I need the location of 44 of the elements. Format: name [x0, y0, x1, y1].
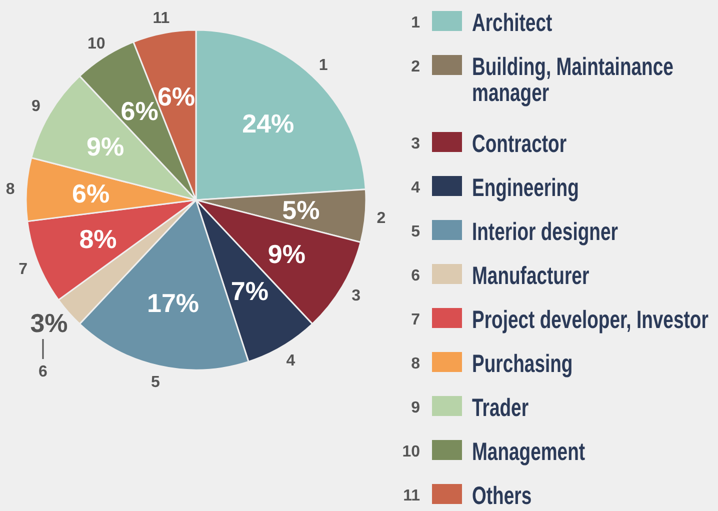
- data-label: 8%: [79, 224, 117, 254]
- data-label: 7%: [230, 276, 268, 306]
- text: 10: [402, 444, 420, 461]
- text: 1: [318, 57, 328, 74]
- text: 11: [403, 488, 420, 505]
- legend-label: Engineering: [472, 173, 579, 202]
- legend-label: Project developer, Investor: [472, 305, 709, 334]
- text: 7: [18, 261, 28, 278]
- text: 8: [411, 356, 420, 373]
- text: 2: [376, 210, 386, 228]
- text: 3: [352, 287, 361, 304]
- legend-label: Building, Maintainance manager: [472, 52, 674, 107]
- text: 10: [87, 36, 106, 53]
- data-label: 6%: [120, 96, 158, 126]
- legend-label: Purchasing: [472, 349, 573, 378]
- legend-label: Manufacturer: [472, 261, 590, 290]
- legend-label: Interior designer: [472, 217, 618, 246]
- data-label: 9%: [86, 131, 124, 162]
- data-label: 3%: [30, 308, 68, 338]
- text: 4: [286, 352, 296, 370]
- text: 6: [411, 268, 420, 285]
- text: 6: [38, 364, 48, 381]
- data-label: 24%: [242, 108, 294, 138]
- text: 3: [411, 136, 420, 153]
- text: 2: [411, 58, 420, 76]
- text: 1: [411, 14, 420, 32]
- text: 7: [411, 312, 420, 329]
- text: 9: [411, 400, 420, 417]
- text: 11: [152, 10, 170, 27]
- legend-label: Contractor: [472, 129, 567, 158]
- data-label: 17%: [146, 288, 200, 318]
- data-label: 6%: [72, 178, 110, 208]
- text: 5: [411, 224, 420, 241]
- data-label: 9%: [268, 238, 306, 269]
- legend-label: Management: [472, 437, 586, 466]
- legend-label: Architect: [472, 8, 553, 36]
- legend-label: Others: [472, 481, 532, 510]
- data-label: 5%: [282, 195, 320, 226]
- text: 9: [31, 98, 40, 115]
- text: 4: [411, 180, 420, 197]
- data-label: 6%: [157, 82, 196, 112]
- text: 5: [150, 374, 160, 392]
- legend-label: Trader: [472, 393, 529, 422]
- text: 8: [6, 180, 15, 198]
